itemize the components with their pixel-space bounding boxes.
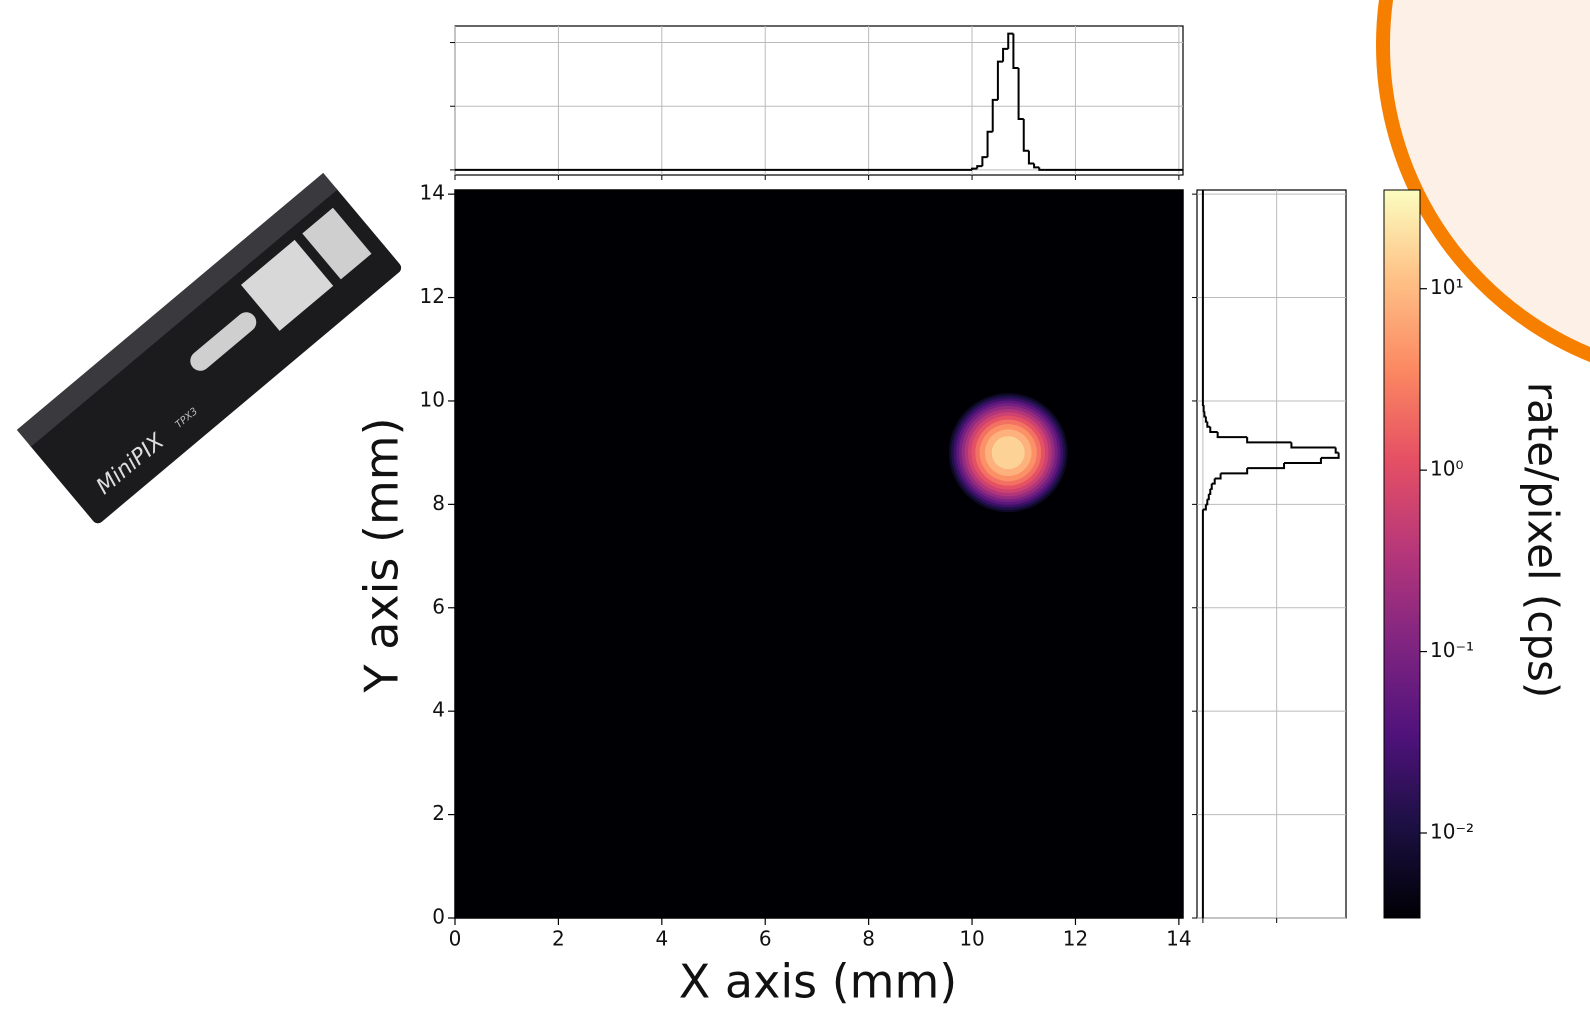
- y-profile-bin: [1220, 468, 1249, 475]
- x-profile-bin: [1038, 167, 1045, 171]
- x-profile-bin: [1017, 68, 1024, 120]
- y-tick-label: 6: [432, 594, 445, 618]
- device-top: [16, 172, 338, 447]
- y-profile-bin: [1209, 426, 1218, 433]
- y-axis-label: Y axis (mm): [355, 417, 409, 693]
- heatmap-frame: [454, 189, 1184, 919]
- y-profile-bin: [1246, 437, 1292, 444]
- colorbar-tick-label: 10⁰: [1430, 457, 1463, 481]
- device-window: [302, 207, 372, 280]
- y-profile-bin: [1202, 504, 1207, 511]
- x-tick-label: 10: [959, 927, 984, 951]
- y-tick-label: 4: [432, 698, 445, 722]
- x-profile-bin: [971, 167, 978, 170]
- x-tick-label: 8: [862, 927, 875, 951]
- x-profile-bin: [1012, 33, 1019, 70]
- x-profile-bin: [1002, 47, 1009, 62]
- x-profile-frame: [454, 25, 1184, 176]
- y-profile-bin: [1284, 457, 1322, 464]
- x-profile-bin: [981, 156, 988, 167]
- colorbar-tick-label: 10⁻¹: [1430, 638, 1474, 662]
- y-profile-bin: [1214, 473, 1222, 480]
- y-profile-bin: [1203, 411, 1206, 418]
- y-tick-label: 2: [432, 801, 445, 825]
- device-window: [241, 239, 334, 331]
- hotspot-level: [991, 436, 1025, 470]
- colorbar-label: rate/pixel (cps): [1519, 382, 1568, 699]
- device-slot: [190, 312, 257, 371]
- x-profile-bin: [1027, 150, 1035, 165]
- colorbar-tick-label: 10¹: [1430, 275, 1463, 299]
- y-profile-bin: [1205, 499, 1209, 506]
- x-profile-bin: [991, 98, 998, 132]
- y-profile-bin: [1216, 431, 1248, 439]
- y-profile-bin: [1334, 447, 1339, 454]
- y-profile-bin: [1247, 463, 1286, 470]
- x-profile-bin: [1022, 118, 1029, 152]
- y-profile-frame: [1196, 189, 1347, 919]
- decor-circle: [1376, 0, 1590, 363]
- x-profile-bin: [976, 165, 983, 169]
- y-profile-bin: [1208, 488, 1212, 496]
- y-profile-bin: [1202, 405, 1205, 413]
- device: MiniPIX TPX3: [16, 172, 402, 524]
- colorbar: [1383, 189, 1421, 919]
- x-axis-label: X axis (mm): [679, 955, 957, 1009]
- colorbar-tick-label: 10⁻²: [1430, 819, 1474, 843]
- y-tick-label: 8: [432, 491, 445, 515]
- y-profile-bin: [1210, 483, 1213, 490]
- y-tick-label: 14: [420, 181, 445, 205]
- heatmap-background: [455, 190, 1183, 918]
- x-profile-bin: [996, 60, 1004, 100]
- x-profile-bin: [986, 130, 993, 158]
- y-profile-bin: [1320, 452, 1340, 459]
- x-profile-bin: [1033, 163, 1040, 169]
- x-tick-label: 2: [552, 927, 565, 951]
- y-profile-bin: [1211, 478, 1216, 485]
- y-profile-bin: [1207, 494, 1210, 501]
- y-tick-label: 12: [420, 284, 445, 308]
- x-tick-label: 6: [759, 927, 772, 951]
- x-tick-label: 0: [449, 927, 462, 951]
- y-profile-bin: [1290, 442, 1336, 449]
- y-profile-bin: [1206, 421, 1211, 428]
- x-tick-label: 4: [655, 927, 668, 951]
- y-profile-bin: [1204, 416, 1208, 423]
- y-tick-label: 0: [432, 905, 445, 929]
- x-tick-label: 12: [1063, 927, 1088, 951]
- y-tick-label: 10: [420, 387, 445, 411]
- x-tick-label: 14: [1166, 927, 1191, 951]
- x-profile-bin: [1007, 32, 1014, 49]
